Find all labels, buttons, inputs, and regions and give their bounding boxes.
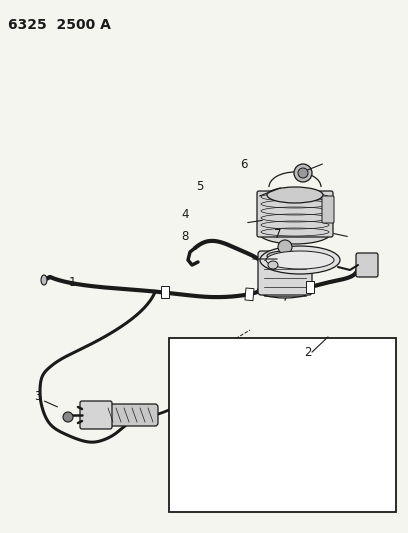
Text: 3: 3	[34, 391, 42, 403]
Text: 6: 6	[240, 158, 248, 172]
Circle shape	[278, 240, 292, 254]
Text: 4: 4	[181, 208, 189, 222]
Ellipse shape	[268, 261, 278, 269]
FancyBboxPatch shape	[257, 191, 333, 237]
Ellipse shape	[41, 275, 47, 285]
Circle shape	[63, 412, 73, 422]
FancyBboxPatch shape	[356, 253, 378, 277]
Circle shape	[298, 168, 308, 178]
Ellipse shape	[266, 251, 334, 269]
Bar	[169, 338, 396, 512]
Bar	[161, 286, 169, 298]
FancyBboxPatch shape	[322, 196, 334, 223]
Bar	[245, 288, 254, 301]
Ellipse shape	[260, 246, 340, 274]
FancyBboxPatch shape	[102, 404, 158, 426]
Bar	[306, 281, 314, 293]
Text: 7: 7	[274, 229, 282, 241]
Text: 8: 8	[181, 230, 188, 244]
Text: 5: 5	[196, 181, 204, 193]
FancyBboxPatch shape	[258, 251, 312, 295]
Ellipse shape	[267, 251, 303, 261]
Text: 2: 2	[304, 345, 312, 359]
Text: 1: 1	[68, 276, 76, 288]
Circle shape	[294, 164, 312, 182]
Ellipse shape	[267, 187, 323, 203]
FancyBboxPatch shape	[80, 401, 112, 429]
Ellipse shape	[257, 282, 313, 298]
Text: 6325  2500 A: 6325 2500 A	[8, 18, 111, 32]
Ellipse shape	[259, 222, 331, 244]
